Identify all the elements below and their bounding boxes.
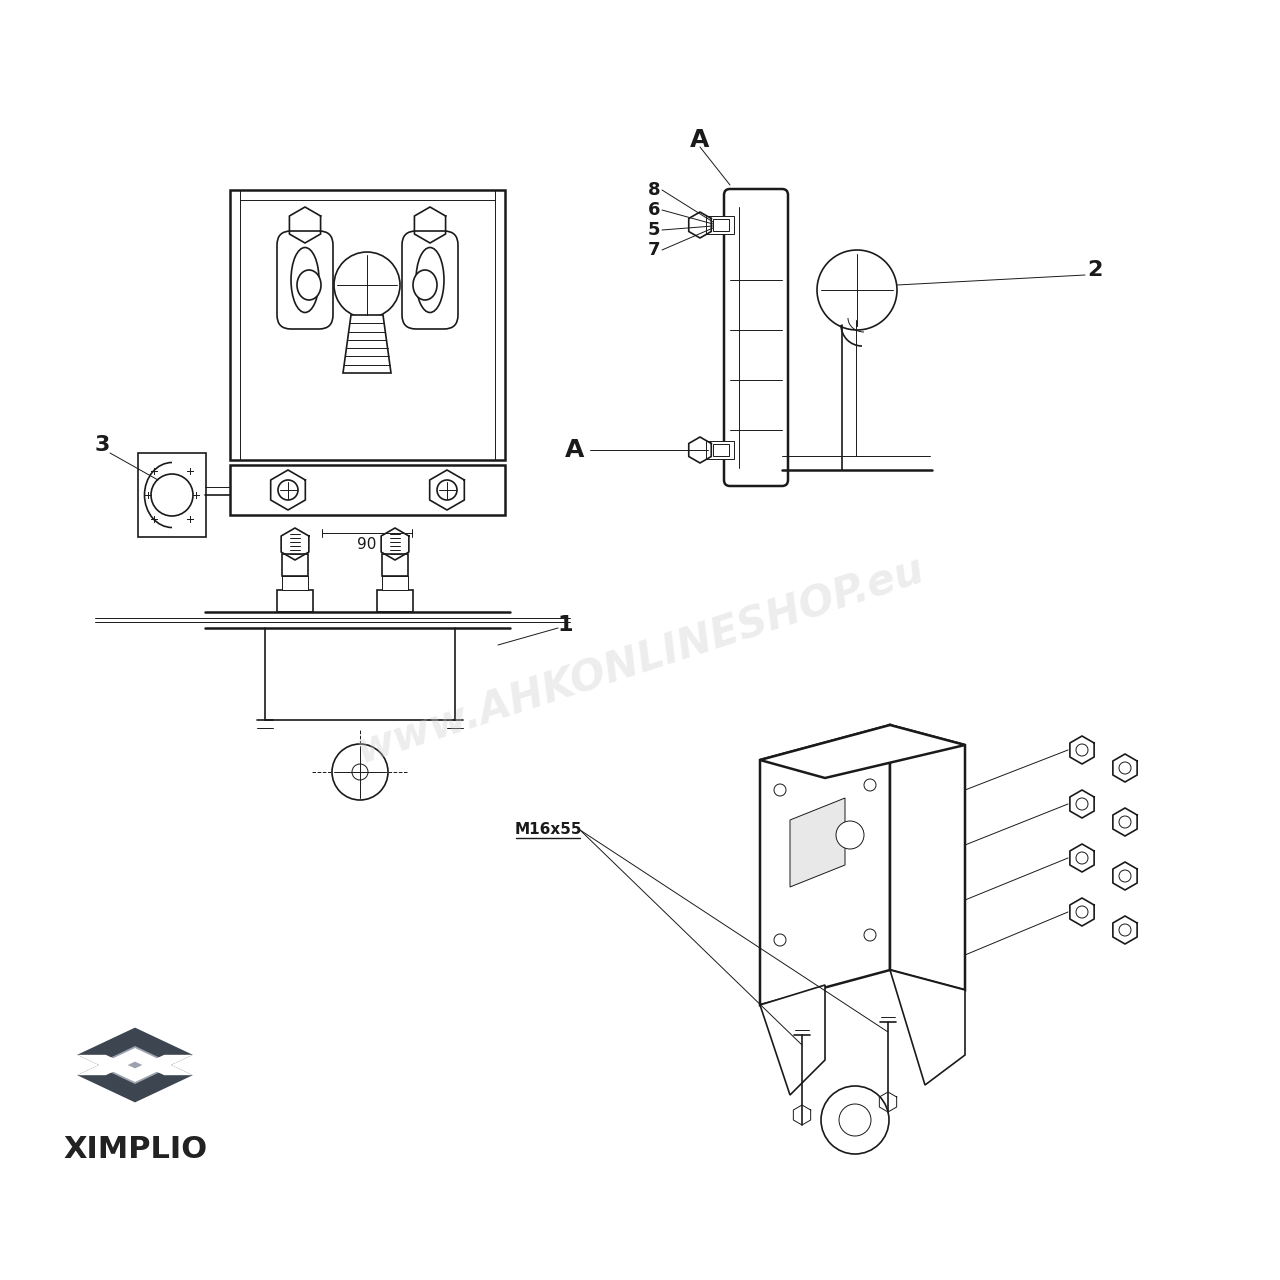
Polygon shape bbox=[77, 1028, 193, 1082]
Bar bbox=[713, 219, 730, 230]
Bar bbox=[381, 576, 408, 590]
Ellipse shape bbox=[413, 270, 436, 300]
Text: XIMPLIO: XIMPLIO bbox=[63, 1135, 207, 1165]
Circle shape bbox=[151, 474, 193, 516]
Polygon shape bbox=[106, 1046, 164, 1073]
Text: 7: 7 bbox=[648, 241, 660, 259]
Bar bbox=[378, 590, 413, 612]
Text: 1: 1 bbox=[557, 614, 572, 635]
Circle shape bbox=[817, 250, 897, 330]
Text: 2: 2 bbox=[1087, 260, 1102, 280]
Circle shape bbox=[332, 744, 388, 800]
Bar bbox=[707, 442, 733, 460]
FancyBboxPatch shape bbox=[724, 189, 788, 486]
Bar bbox=[707, 216, 733, 234]
Text: www.AHKONLINESHOP.eu: www.AHKONLINESHOP.eu bbox=[351, 548, 929, 772]
Ellipse shape bbox=[291, 247, 319, 312]
Polygon shape bbox=[760, 724, 890, 1005]
Circle shape bbox=[820, 1085, 890, 1155]
Bar bbox=[713, 444, 730, 456]
Polygon shape bbox=[343, 315, 390, 372]
Polygon shape bbox=[77, 1048, 193, 1102]
Text: A: A bbox=[690, 128, 709, 152]
Text: 8: 8 bbox=[648, 180, 660, 198]
Text: 5: 5 bbox=[648, 221, 660, 239]
Polygon shape bbox=[790, 797, 845, 887]
Circle shape bbox=[352, 764, 369, 780]
Bar bbox=[282, 576, 308, 590]
Bar bbox=[282, 554, 308, 576]
Bar bbox=[230, 465, 506, 515]
Circle shape bbox=[334, 252, 401, 317]
Text: 6: 6 bbox=[648, 201, 660, 219]
Text: A: A bbox=[566, 438, 585, 462]
Polygon shape bbox=[760, 986, 826, 1094]
Bar bbox=[381, 554, 408, 576]
Polygon shape bbox=[106, 1057, 164, 1084]
Text: M16x55: M16x55 bbox=[515, 823, 581, 837]
Bar bbox=[230, 189, 506, 460]
Bar bbox=[138, 453, 206, 538]
Text: 90: 90 bbox=[357, 538, 376, 552]
Text: 3: 3 bbox=[95, 435, 110, 454]
Polygon shape bbox=[890, 724, 965, 989]
Circle shape bbox=[836, 820, 864, 849]
Polygon shape bbox=[760, 724, 965, 778]
Polygon shape bbox=[890, 970, 965, 1085]
Polygon shape bbox=[77, 1055, 193, 1082]
FancyBboxPatch shape bbox=[402, 230, 458, 329]
Ellipse shape bbox=[297, 270, 321, 300]
Circle shape bbox=[838, 1103, 870, 1137]
Polygon shape bbox=[77, 1048, 193, 1075]
Ellipse shape bbox=[416, 247, 444, 312]
FancyBboxPatch shape bbox=[276, 230, 333, 329]
Bar bbox=[276, 590, 314, 612]
